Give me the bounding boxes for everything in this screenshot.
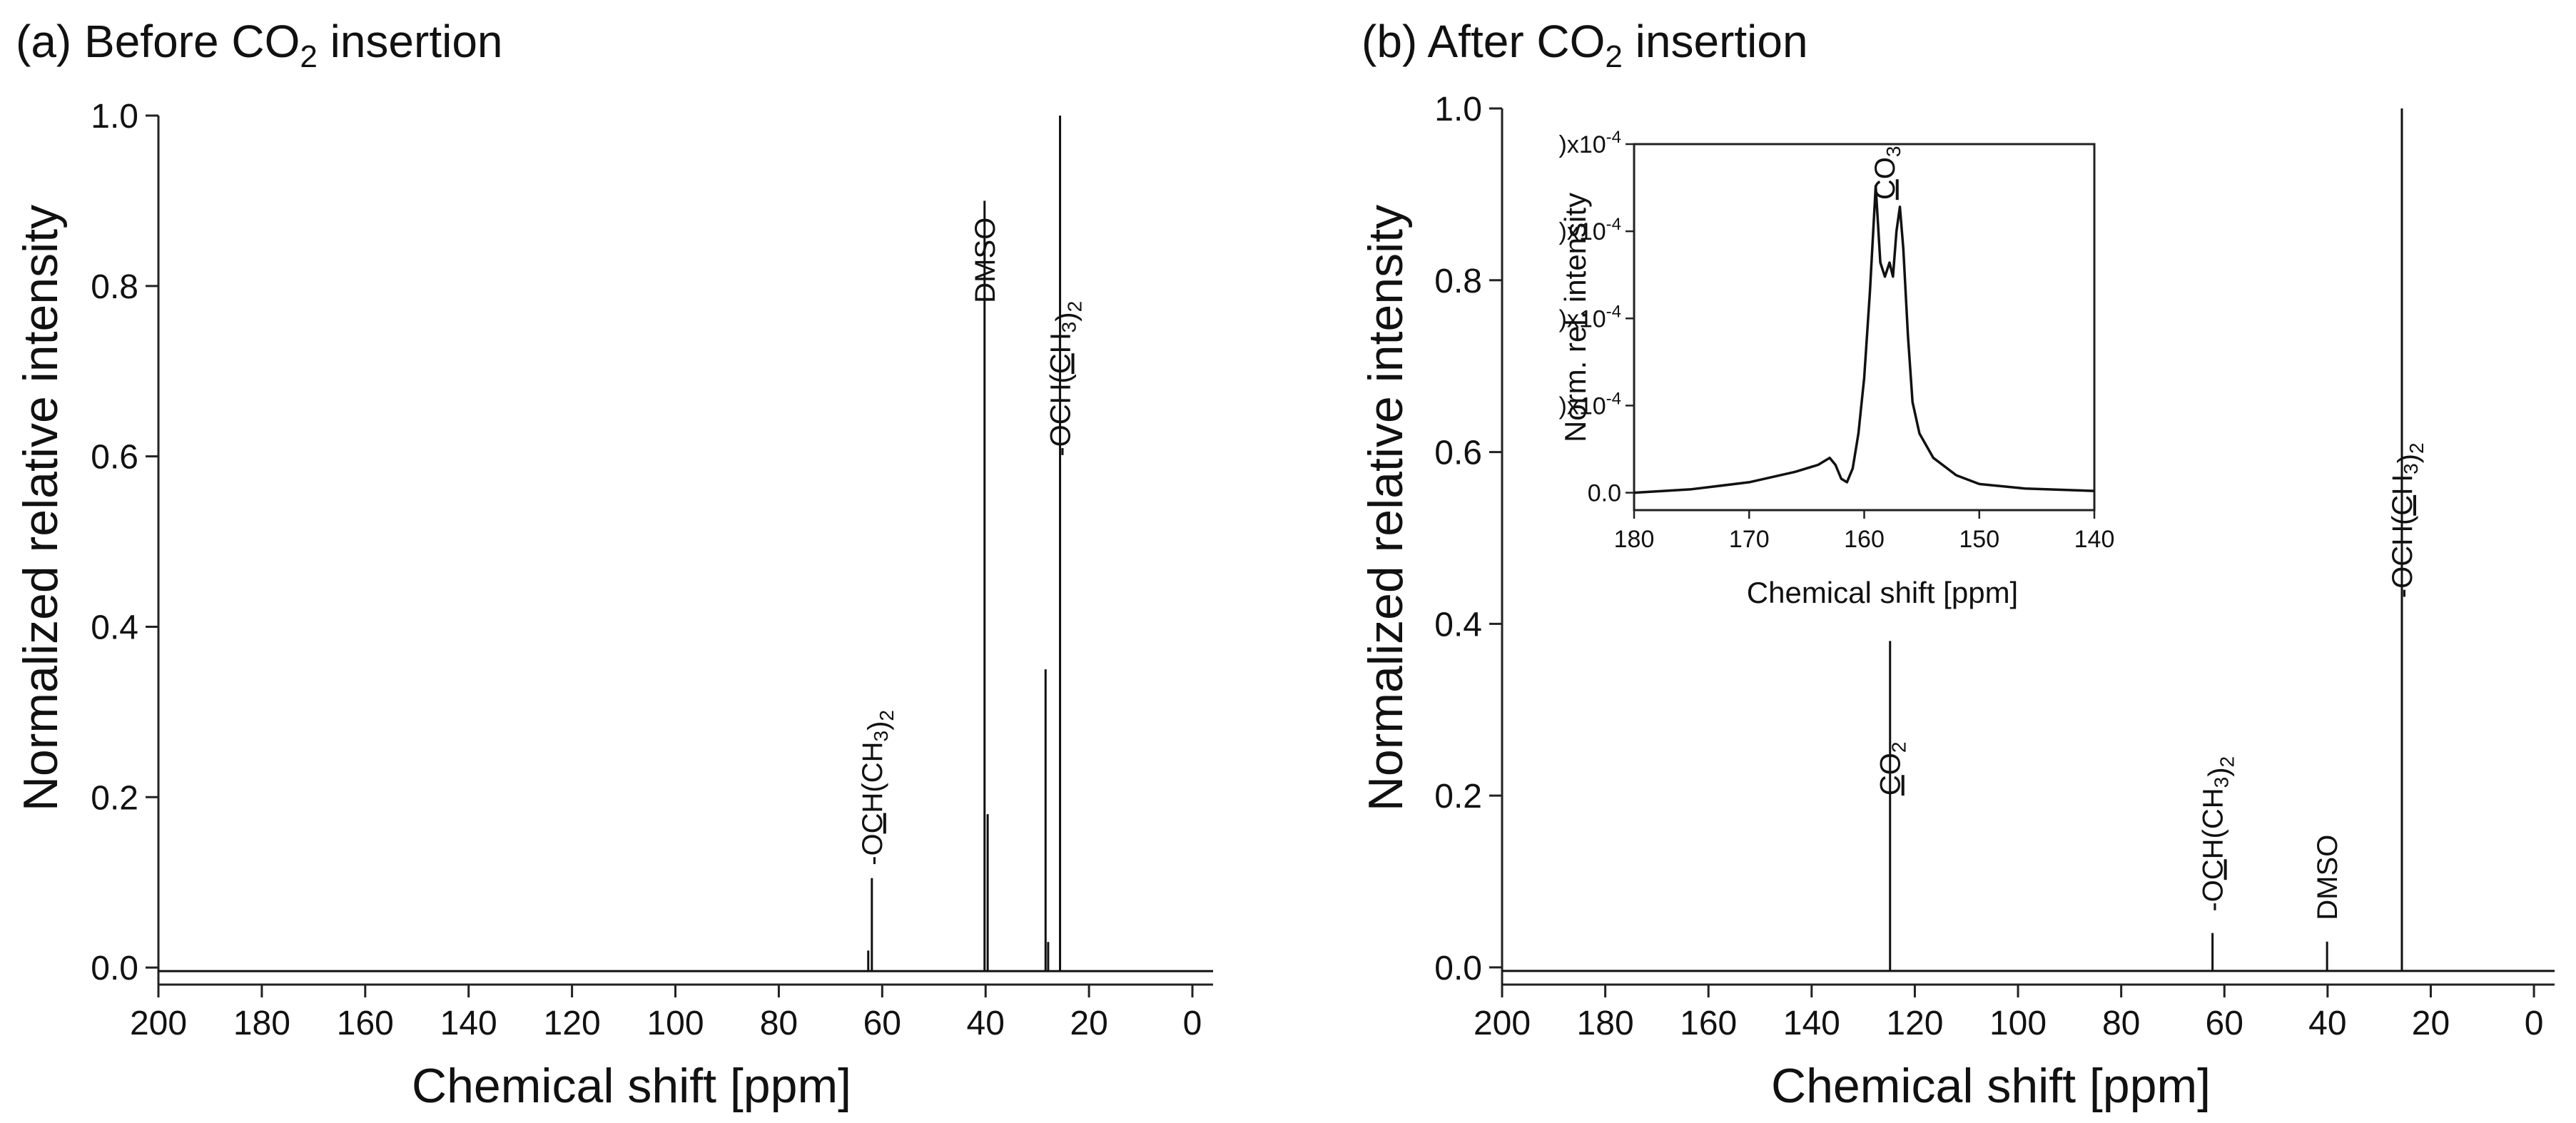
inset-frame — [1633, 143, 2096, 512]
panel-b-x-tick-label: 20 — [2412, 1005, 2450, 1042]
panel-b-x-tick-label: 180 — [1577, 1005, 1634, 1042]
panel-a-peak-annotation: -OCH(CH3)2 — [1045, 301, 1086, 457]
panel-b-x-tick-label: 40 — [2308, 1005, 2346, 1042]
panel-a-x-tick-label: 140 — [440, 1005, 497, 1042]
panel-a-x-tick-label: 160 — [337, 1005, 394, 1042]
panel-b-peak-annotation: -OCH(CH3)2 — [2198, 756, 2238, 912]
inset-y-tick-label: 0.0 — [1588, 480, 1621, 507]
panel-b-x-tick-label: 100 — [1989, 1005, 2047, 1042]
panel-a-y-axis-title: Normalized relative intensity — [14, 205, 68, 811]
panel-a-x-tick-label: 0 — [1183, 1005, 1202, 1042]
panel-b-y-tick-label: 0.0 — [1434, 950, 1482, 987]
inset-x-axis-title: Chemical shift [ppm] — [1747, 576, 2018, 609]
panel-a-x-tick-label: 120 — [544, 1005, 601, 1042]
panel-a-x-tick-label: 180 — [233, 1005, 290, 1042]
panel-a-y-tick-label: 0.0 — [91, 950, 138, 987]
panel-b-y-axis-title: Normalized relative intensity — [1359, 205, 1413, 811]
inset-x-tick-label: 170 — [1729, 526, 1770, 553]
inset-x-tick-label: 160 — [1844, 526, 1885, 553]
panel-b-y-tick-label: 0.8 — [1434, 263, 1482, 300]
panel-b-x-tick-label: 200 — [1474, 1005, 1531, 1042]
panel-a-title: (a) Before CO2 insertion — [16, 16, 503, 74]
inset-y-tick-label: )x10-4 — [1559, 389, 1621, 420]
panel-b-x-tick-label: 60 — [2206, 1005, 2243, 1042]
panel-b-x-tick-label: 140 — [1783, 1005, 1840, 1042]
panel-a-peak-annotation: DMSO — [970, 218, 1001, 303]
panel-a-x-tick-label: 40 — [967, 1005, 1005, 1042]
panel-a-x-tick-label: 200 — [130, 1005, 187, 1042]
inset-x-tick-label: 150 — [1959, 526, 1999, 553]
panel-b-y-tick-label: 0.4 — [1434, 606, 1482, 644]
panel-a-x-tick-label: 100 — [646, 1005, 704, 1042]
panel-a-y-tick-label: 0.6 — [91, 439, 138, 477]
inset-y-tick-label: )x10-4 — [1559, 302, 1621, 332]
panel-b-x-tick-label: 160 — [1680, 1005, 1737, 1042]
inset-x-tick-label: 180 — [1614, 526, 1655, 553]
panel-a-y-tick-label: 1.0 — [91, 98, 138, 136]
inset-y-tick-label: )x10-4 — [1559, 128, 1621, 158]
panel-b-x-axis-title: Chemical shift [ppm] — [1771, 1059, 2211, 1113]
panel-b-peak-annotation: CO2 — [1875, 742, 1910, 796]
panel-b-y-tick-label: 0.2 — [1434, 778, 1482, 815]
panel-b-x-tick-label: 0 — [2525, 1005, 2544, 1042]
panel-a-x-axis-title: Chemical shift [ppm] — [412, 1059, 851, 1113]
inset-x-tick-label: 140 — [2074, 526, 2115, 553]
panel-a-x-tick-label: 20 — [1070, 1005, 1107, 1042]
panel-a-x-tick-label: 80 — [760, 1005, 798, 1042]
panel-a-x-tick-label: 60 — [863, 1005, 901, 1042]
panel-b-peak-annotation: DMSO — [2312, 835, 2343, 920]
panel-b-y-tick-label: 0.6 — [1434, 435, 1482, 472]
panel-b-title: (b) After CO2 insertion — [1361, 16, 1808, 74]
panel-a-y-tick-label: 0.8 — [91, 268, 138, 306]
inset-y-tick-label: )x10-4 — [1559, 215, 1621, 245]
inset-spectrum-line — [1633, 184, 2095, 494]
inset-y-axis-title: Norm. rel. intensity — [1558, 193, 1592, 442]
panel-a-y-tick-label: 0.2 — [91, 779, 138, 817]
panel-b-x-tick-label: 80 — [2102, 1005, 2140, 1042]
panel-b-x-tick-label: 120 — [1886, 1005, 1943, 1042]
panel-a-y-tick-label: 0.4 — [91, 609, 138, 646]
panel-a-peak-annotation: -OCH(CH3)2 — [857, 710, 898, 865]
inset-peak-annotation: CO3 — [1870, 146, 1905, 200]
panel-b-peak-annotation: -OCH(CH3)2 — [2387, 442, 2428, 598]
panel-b-y-tick-label: 1.0 — [1434, 91, 1482, 128]
